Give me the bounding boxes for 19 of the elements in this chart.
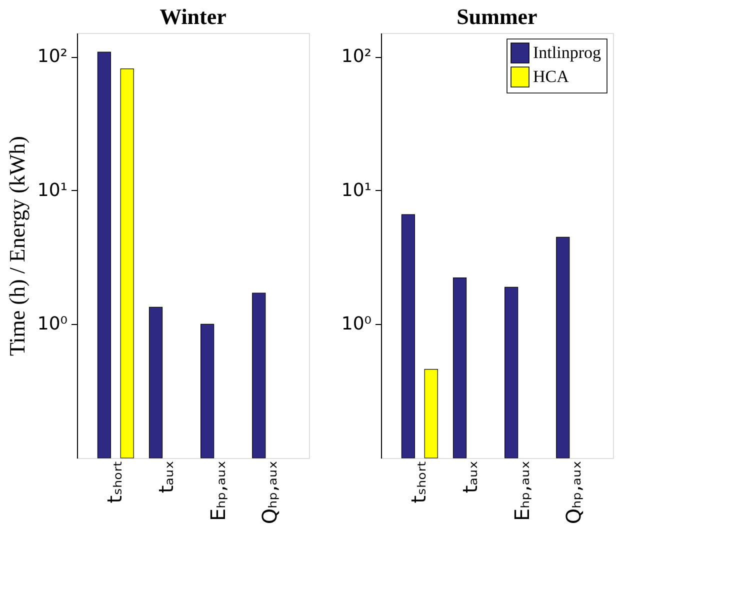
x-tick-label: tₐᵤₓ [458, 460, 482, 494]
chart-title: Winter [160, 4, 227, 29]
legend-label: HCA [533, 67, 570, 86]
y-tick-label: 10² [341, 46, 372, 68]
y-tick-label: 10¹ [37, 180, 68, 201]
x-tick-label: tₛₕₒᵣₜ [406, 460, 431, 504]
x-tick-label: tₛₕₒᵣₜ [102, 460, 127, 504]
x-tick-label: Qₕₚ,ₐᵤₓ [561, 460, 586, 524]
x-tick-label: Eₕₚ,ₐᵤₓ [206, 460, 230, 521]
x-tick-label: Qₕₚ,ₐᵤₓ [257, 460, 282, 524]
x-tick-label: tₐᵤₓ [154, 460, 178, 494]
y-tick-label: 10² [37, 46, 68, 68]
y-tick-label: 10⁰ [37, 314, 68, 335]
y-tick-label: 10¹ [341, 180, 372, 201]
y-axis-title: Time (h) / Energy (kWh) [4, 136, 30, 356]
y-tick-label: 10⁰ [341, 314, 372, 335]
chart-title: Summer [456, 4, 538, 29]
x-tick-label: Eₕₚ,ₐᵤₓ [510, 460, 534, 521]
legend-label: Intlinprog [533, 43, 602, 62]
